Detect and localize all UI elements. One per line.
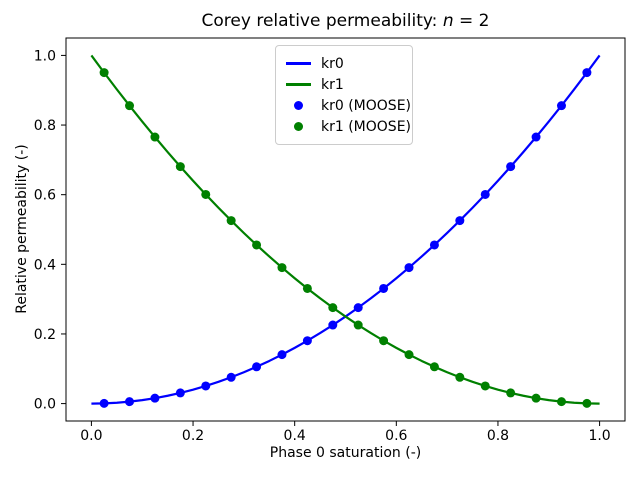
series-marker-kr0 (MOOSE) (201, 381, 211, 391)
y-tick-label: 0.0 (34, 397, 56, 413)
y-tick-label: 0.8 (34, 118, 56, 134)
series-marker-kr1 (MOOSE) (201, 189, 211, 199)
legend-item-kr1: kr1 (286, 74, 402, 95)
legend-line-swatch (286, 62, 311, 65)
series-marker-kr1 (MOOSE) (252, 240, 262, 250)
series-marker-kr1 (MOOSE) (328, 303, 338, 313)
legend: kr0 kr1 kr0 (MOOSE) kr1 (MOOSE) (275, 45, 413, 145)
legend-label: kr1 (MOOSE) (321, 118, 411, 135)
x-tick-label: 1.0 (588, 428, 610, 444)
series-marker-kr0 (MOOSE) (277, 350, 287, 360)
y-tick-label: 0.2 (34, 327, 56, 343)
series-marker-kr0 (MOOSE) (429, 240, 439, 250)
y-tick-label: 1.0 (34, 48, 56, 64)
x-tick-label: 0.2 (182, 428, 204, 444)
series-marker-kr1 (MOOSE) (226, 216, 236, 226)
legend-item-kr1 (MOOSE): kr1 (MOOSE) (286, 116, 411, 137)
series-marker-kr1 (MOOSE) (353, 320, 363, 330)
line-sample-icon (286, 83, 311, 86)
series-marker-kr0 (MOOSE) (480, 189, 490, 199)
series-marker-kr1 (MOOSE) (379, 336, 389, 346)
legend-label: kr0 (321, 55, 344, 72)
y-tick-label: 0.4 (34, 257, 56, 273)
series-marker-kr0 (MOOSE) (582, 68, 592, 78)
chart-title-prefix: Corey relative permeability: (201, 11, 443, 31)
series-marker-kr1 (MOOSE) (404, 350, 414, 360)
series-marker-kr1 (MOOSE) (455, 372, 465, 382)
marker-sample-icon (294, 101, 303, 110)
series-marker-kr0 (MOOSE) (252, 362, 262, 372)
legend-item-kr0: kr0 (286, 53, 402, 74)
series-marker-kr0 (MOOSE) (404, 263, 414, 273)
y-tick-label: 0.6 (34, 188, 56, 204)
chart-title-suffix: = 2 (453, 11, 490, 31)
series-marker-kr0 (MOOSE) (328, 320, 338, 330)
series-marker-kr0 (MOOSE) (302, 336, 312, 346)
series-marker-kr0 (MOOSE) (353, 303, 363, 313)
marker-sample-icon (294, 122, 303, 131)
series-marker-kr1 (MOOSE) (277, 263, 287, 273)
series-marker-kr0 (MOOSE) (455, 216, 465, 226)
series-marker-kr1 (MOOSE) (99, 68, 109, 78)
legend-line-swatch (286, 83, 311, 86)
series-marker-kr1 (MOOSE) (429, 362, 439, 372)
x-tick-label: 0.6 (385, 428, 407, 444)
x-tick-label: 0.4 (284, 428, 306, 444)
x-tick-label: 0.8 (487, 428, 509, 444)
legend-label: kr0 (MOOSE) (321, 97, 411, 114)
series-marker-kr1 (MOOSE) (480, 381, 490, 391)
series-marker-kr0 (MOOSE) (556, 101, 566, 111)
series-marker-kr1 (MOOSE) (302, 283, 312, 293)
series-marker-kr0 (MOOSE) (531, 132, 541, 142)
series-marker-kr1 (MOOSE) (582, 398, 592, 408)
series-marker-kr0 (MOOSE) (226, 372, 236, 382)
series-marker-kr0 (MOOSE) (99, 398, 109, 408)
series-marker-kr0 (MOOSE) (379, 283, 389, 293)
x-axis-label: Phase 0 saturation (-) (269, 445, 422, 461)
series-marker-kr0 (MOOSE) (150, 393, 160, 403)
series-marker-kr1 (MOOSE) (125, 101, 135, 111)
series-marker-kr1 (MOOSE) (506, 388, 516, 398)
series-marker-kr0 (MOOSE) (125, 397, 135, 407)
legend-dot-swatch (286, 101, 311, 110)
legend-label: kr1 (321, 76, 344, 93)
series-marker-kr0 (MOOSE) (175, 388, 185, 398)
x-tick-label: 0.0 (80, 428, 102, 444)
chart-title-math-var: n (442, 11, 454, 31)
series-marker-kr1 (MOOSE) (556, 397, 566, 407)
series-marker-kr1 (MOOSE) (150, 132, 160, 142)
series-marker-kr1 (MOOSE) (531, 393, 541, 403)
legend-item-kr0 (MOOSE): kr0 (MOOSE) (286, 95, 411, 116)
series-marker-kr0 (MOOSE) (506, 162, 516, 172)
line-sample-icon (286, 62, 311, 65)
legend-dot-swatch (286, 122, 311, 131)
chart-title: Corey relative permeability: n = 2 (66, 11, 625, 31)
series-marker-kr1 (MOOSE) (175, 162, 185, 172)
axes-frame (65, 37, 626, 422)
